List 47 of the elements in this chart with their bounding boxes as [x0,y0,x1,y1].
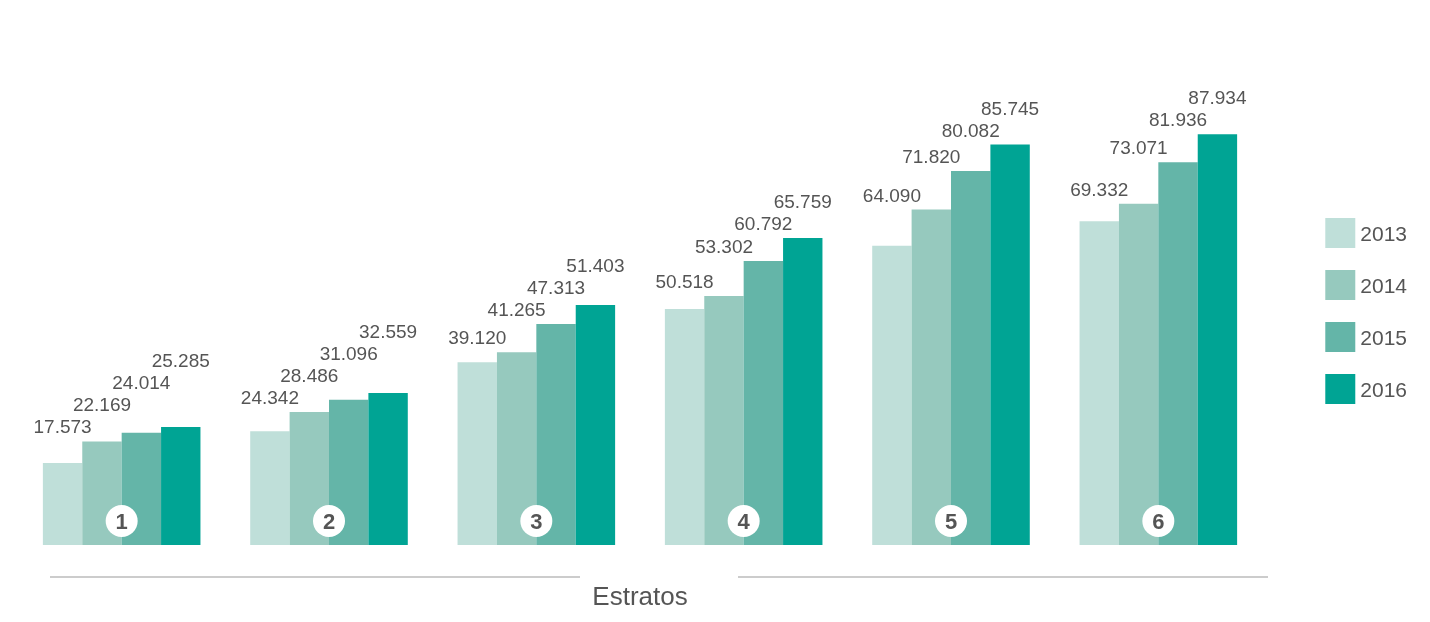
data-label: 69.332 [1070,178,1129,200]
data-label: 60.792 [734,212,793,234]
x-tick-label: 4 [737,508,751,534]
bar [664,309,705,545]
data-label: 47.313 [526,277,586,299]
bar [783,237,823,545]
data-label: 87.934 [1188,87,1247,109]
x-tick-label: 3 [530,508,543,534]
legend-label: 2013 [1360,221,1407,245]
data-label: 64.090 [862,184,921,206]
bar [990,144,1030,545]
data-label: 31.096 [319,342,378,364]
data-label: 22.169 [72,394,132,416]
data-label: 28.486 [280,364,339,386]
x-tick-label: 6 [1152,508,1165,534]
bar [368,392,408,545]
data-label: 39.120 [448,327,507,349]
data-label: 85.745 [981,97,1040,119]
x-tick-label: 5 [944,508,958,534]
data-label: 24.014 [112,372,171,394]
data-label: 25.285 [151,350,210,372]
x-axis-title: Estratos [592,581,688,611]
data-label: 71.820 [902,146,961,168]
data-label: 81.936 [1148,109,1208,131]
bar [250,431,290,545]
data-label: 17.573 [33,416,92,438]
data-label: 80.082 [941,119,1000,141]
data-label: 53.302 [694,236,754,258]
bar [1197,134,1238,545]
legend-label: 2015 [1360,325,1407,349]
legend-label: 2016 [1360,377,1407,401]
bar [575,304,616,545]
data-label: 32.559 [359,320,418,342]
data-label: 50.518 [655,271,714,293]
bar [161,426,201,545]
x-tick-label: 2 [322,508,336,534]
data-label: 41.265 [487,299,546,321]
bar [42,462,83,545]
data-label: 24.342 [240,386,299,408]
bar [872,245,912,545]
data-label: 73.071 [1109,137,1168,159]
data-label: 51.403 [566,255,625,277]
legend-label: 2014 [1360,273,1408,297]
bar [1079,221,1119,545]
bar [457,362,497,545]
data-label: 65.759 [773,190,832,212]
x-tick-label: 1 [115,508,128,534]
